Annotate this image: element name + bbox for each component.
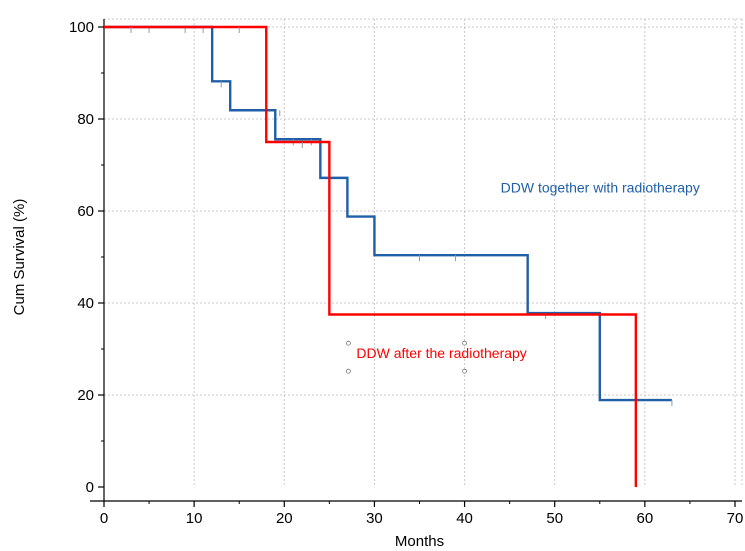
selection-handle	[462, 340, 467, 346]
x-tick-label: 0	[100, 510, 108, 527]
x-tick-label: 20	[276, 510, 293, 527]
grid	[104, 18, 743, 487]
y-axis-label: Cum Survival (%)	[11, 199, 28, 316]
x-tick-label: 60	[637, 510, 654, 527]
survival-line-together	[104, 25, 672, 402]
x-tick-label: 40	[456, 510, 473, 527]
series-layer	[104, 25, 673, 487]
selection-handle	[462, 368, 467, 374]
x-tick-label: 10	[186, 510, 203, 527]
ticks: 0 10 20 30 40 50 60 70 0 20 40 60 80 100	[69, 19, 743, 527]
axes	[90, 19, 742, 502]
series-annotation: DDW together with radiotherapy	[501, 180, 700, 196]
selection-handle	[345, 340, 351, 346]
y-tick-label: 100	[69, 19, 94, 36]
series-annotation: DDW after the radiotherapy	[356, 345, 526, 361]
selection-handle	[345, 368, 351, 374]
y-tick-label: 20	[77, 387, 94, 404]
y-tick-label: 40	[77, 295, 94, 312]
annotation-layer: DDW together with radiotherapy DDW after …	[345, 180, 700, 374]
x-tick-label: 30	[366, 510, 383, 527]
y-tick-label: 60	[77, 203, 94, 220]
y-tick-label: 0	[86, 479, 94, 496]
survival-line-after	[104, 25, 638, 487]
x-tick-label: 70	[727, 510, 744, 527]
x-axis-label: Months	[395, 533, 444, 550]
x-tick-label: 50	[546, 510, 563, 527]
y-tick-label: 80	[77, 111, 94, 128]
